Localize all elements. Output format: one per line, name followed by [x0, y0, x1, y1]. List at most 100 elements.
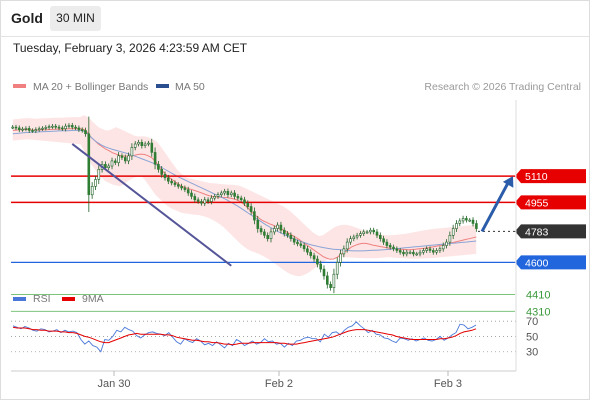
header-bar: Gold 30 MIN [0, 0, 590, 37]
candle-body [127, 155, 130, 162]
candle-body [140, 142, 144, 147]
candle-body [124, 157, 127, 162]
candle-body [173, 182, 177, 185]
projection-arrow-shaft [480, 180, 511, 233]
candle-body [259, 228, 263, 233]
candle-body [239, 197, 243, 201]
rsi-legend-swatch [13, 297, 26, 301]
rsi-ma-legend-label: 9MA [82, 293, 104, 305]
candle-body [471, 219, 475, 224]
candle-body [369, 229, 372, 233]
candle-body [263, 231, 266, 236]
candle-body [256, 219, 260, 229]
rsi-tick-50: 50 [526, 331, 538, 343]
candle-body [438, 248, 442, 251]
candle-body [296, 241, 299, 245]
candle-body [362, 231, 366, 234]
candle-body [104, 164, 107, 169]
level-labels-layer: 5110 4955 4783 4600 4410 4310 [515, 169, 586, 318]
candle-body [322, 268, 326, 277]
ma50-legend-swatch [156, 84, 169, 88]
instrument-title: Gold [11, 10, 43, 26]
candle-body [458, 220, 462, 224]
downtrend-line [71, 143, 232, 267]
timeframe-button[interactable]: 30 MIN [50, 6, 101, 31]
candle-body [160, 169, 163, 175]
candle-body [375, 231, 379, 236]
candle-body [299, 243, 303, 246]
candle-body [47, 126, 51, 128]
candle-body [451, 228, 455, 236]
candle-body [84, 130, 87, 135]
candle-body [352, 236, 356, 240]
candle-body [80, 129, 84, 131]
candle-body [233, 192, 236, 197]
candle-body [408, 251, 412, 254]
rsi-ma-legend-swatch [62, 297, 75, 301]
candle-body [107, 165, 110, 169]
level-lines-layer [11, 175, 515, 312]
candle-body [382, 238, 385, 243]
candle-body [11, 126, 14, 129]
candle-body [60, 127, 64, 130]
candle-body [57, 126, 61, 129]
rsi-tick-70: 70 [526, 316, 538, 328]
candle-body [441, 245, 445, 250]
candle-body [186, 189, 190, 194]
candle-body [223, 191, 226, 194]
level-tag-4783 [515, 224, 586, 239]
candle-body [445, 241, 448, 246]
candle-body [253, 211, 256, 221]
candle-body [190, 192, 193, 197]
candle-body [37, 128, 41, 131]
candle-body [216, 194, 220, 197]
rsi-layer: 70 50 30 [11, 316, 538, 359]
candle-body [286, 233, 289, 236]
rsi-tick-30: 30 [526, 347, 538, 359]
rsi-line [12, 321, 477, 353]
candle-body [220, 192, 223, 196]
candle-body [282, 229, 286, 234]
candle-body [110, 160, 114, 167]
candle-body [249, 206, 253, 212]
candle-body [77, 127, 81, 130]
candle-body [71, 125, 74, 128]
candle-body [147, 142, 150, 145]
level-tag-4600 [515, 255, 586, 270]
time-axis-layer: Jan 30 Feb 2 Feb 3 [11, 100, 517, 390]
candle-body [448, 235, 452, 243]
candle-body [153, 152, 157, 165]
candle-body [177, 184, 180, 187]
level-label-4310: 4310 [526, 306, 550, 318]
candle-body [412, 251, 415, 255]
candle-body [163, 174, 167, 179]
candle-body [266, 235, 270, 240]
candle-body [468, 219, 472, 222]
candle-body [395, 248, 399, 251]
candle-body [402, 251, 405, 255]
rsi-ma-line [12, 326, 477, 346]
candle-body [345, 241, 349, 250]
candle-body [90, 186, 94, 196]
candle-body [465, 218, 468, 221]
candle-body [372, 229, 376, 233]
candle-body [94, 179, 97, 187]
candle-body [332, 273, 336, 289]
candle-body [236, 196, 240, 199]
candle-body [133, 143, 137, 148]
candle-body [359, 233, 362, 236]
candle-body [27, 128, 31, 131]
candle-body [120, 155, 124, 158]
level-label-4955: 4955 [525, 197, 549, 209]
candle-body [17, 127, 21, 130]
ma50-legend-label: MA 50 [175, 81, 205, 93]
candle-body [385, 241, 389, 246]
candle-body [388, 245, 392, 248]
candle-body [183, 187, 187, 190]
projection-arrow-head [502, 176, 514, 188]
candle-body [54, 125, 58, 128]
candle-body [87, 133, 91, 196]
candles-layer [11, 116, 478, 294]
candle-body [206, 199, 210, 202]
candle-body [279, 224, 283, 231]
